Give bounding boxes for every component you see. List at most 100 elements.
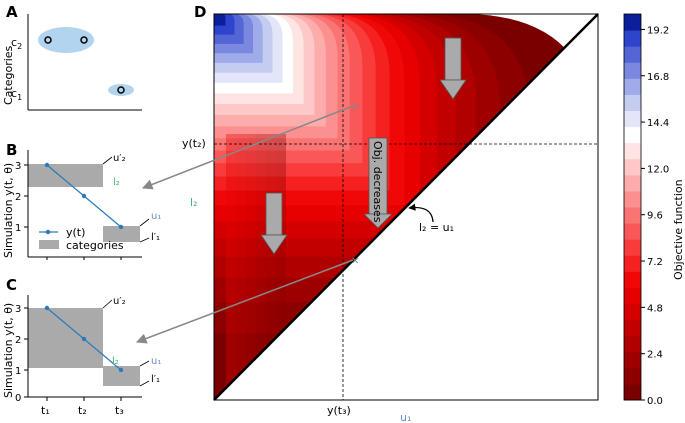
panel-c-u1: u₁: [151, 356, 161, 367]
down-arrow-right: [439, 37, 467, 100]
colorbar-tick-label: 4.8: [647, 303, 663, 314]
panel-b-point-t2: [81, 193, 87, 199]
diagonal-label: l₂ = u₁: [419, 221, 454, 234]
category-2-point-2: [80, 36, 88, 44]
category-1-band: [103, 226, 140, 242]
panel-c-ytick-3: 3: [15, 304, 21, 315]
colorbar: 19.2 16.8 14.4 12.0 9.6 7.2 4.8 2.4 0.0 Objectiv…: [623, 13, 685, 407]
category-2-band-c: [28, 308, 103, 368]
legend-patch-swatch: [39, 240, 59, 249]
panel-b-legend: y(t) categories: [39, 226, 124, 252]
colorbar-band: [624, 351, 641, 369]
colorbar-tick-label: 7.2: [647, 257, 663, 268]
colorbar-band: [624, 110, 641, 128]
legend-line-label: y(t): [66, 226, 85, 239]
panel-c-u2prime: u′₂: [113, 296, 126, 307]
colorbar-band: [624, 271, 641, 288]
colorbar-band: [624, 190, 641, 208]
colorbar-band: [624, 207, 641, 224]
colorbar-band: [624, 78, 641, 95]
panel-c: 0 1 2 3 t₁ t₂ t₃ u′₂ l₂ u₁ l′₁ Simulatio…: [2, 295, 161, 417]
colorbar-tick-label: 14.4: [647, 118, 669, 129]
category-2-label: c2: [11, 36, 22, 51]
colorbar-band: [624, 383, 641, 401]
colorbar-band: [624, 142, 641, 160]
diagonal-line: [213, 13, 599, 401]
panel-c-xtick-t2: t₂: [78, 404, 87, 417]
legend-patch-label: categories: [66, 239, 124, 252]
heatmap-stripe: [256, 134, 266, 400]
colorbar-band: [624, 30, 641, 47]
panel-c-ytick-0: 0: [15, 393, 21, 404]
colorbar-frame: [623, 13, 642, 401]
colorbar-band: [624, 303, 641, 321]
heatmap-stripe: [236, 134, 246, 400]
heatmap-stripe: [266, 134, 276, 400]
panel-letter-a: A: [6, 3, 18, 21]
yt3-label: y(t₃): [327, 404, 351, 417]
panel-b-ytick-1: 1: [15, 223, 21, 234]
panel-b-point-t3: [118, 224, 124, 230]
colorbar-band: [624, 223, 641, 240]
panel-letter-d: D: [194, 3, 206, 21]
diagonal-label-pointer: [408, 203, 434, 223]
colorbar-tick-label: 0.0: [647, 396, 663, 407]
colorbar-tick-label: 2.4: [647, 350, 663, 361]
colorbar-tick-label: 16.8: [647, 72, 669, 83]
panel-c-xtick-t1: t₁: [41, 404, 50, 417]
heatmap-stripe: [276, 134, 286, 400]
category-1-ellipse: [108, 84, 134, 96]
panel-b-ylabel: Simulation y(t, θ): [2, 163, 15, 258]
colorbar-tick-label: 12.0: [647, 164, 669, 175]
colorbar-band: [624, 239, 641, 256]
colorbar-band: [624, 14, 641, 31]
category-2-band: [28, 164, 103, 187]
yt2-label: y(t₂): [182, 137, 206, 150]
category-2-point-1: [44, 36, 52, 44]
colorbar-tick-label: 19.2: [647, 25, 669, 36]
colorbar-band: [624, 126, 641, 144]
panel-letter-b: B: [6, 141, 17, 159]
panel-a-ylabel: Categories: [2, 45, 15, 105]
colorbar-band: [624, 255, 641, 272]
u1-axis-label: u₁: [400, 411, 411, 423]
panel-b-u2prime: u′₂: [113, 153, 126, 164]
colorbar-band: [624, 367, 641, 385]
obj-decreases-arrow: Obj. decreases: [363, 137, 393, 229]
marker-bottom: ✕: [351, 256, 359, 267]
panel-d-frame: [213, 13, 599, 401]
connector-arrow-b: [142, 105, 354, 190]
panel-b-u1: u₁: [151, 211, 161, 222]
panel-c-l2: l₂: [112, 356, 119, 367]
panel-c-point-t1: [44, 305, 50, 311]
panel-c-point-t3: [118, 367, 124, 373]
category-1-label: c1: [11, 87, 22, 102]
heatmap-band: [214, 14, 226, 26]
panel-b: 1 2 3 u′₂ l₂ u₁ l′₁ y(t) categories Simu…: [2, 150, 161, 260]
panel-c-ytick-1: 1: [15, 366, 21, 377]
panel-c-xtick-t3: t₃: [115, 404, 124, 417]
l2-axis-label: l₂: [190, 196, 197, 209]
panel-b-l1prime: l′₁: [151, 232, 160, 243]
panel-c-point-t2: [81, 336, 87, 342]
colorbar-band: [624, 62, 641, 79]
category-2-ellipse: [38, 27, 94, 53]
colorbar-band: [624, 94, 641, 111]
colorbar-band: [624, 319, 641, 337]
panel-d: Obj. decreases ✕ ✕ l₂ = u₁ y(t₂) y(t₃) l…: [136, 13, 599, 423]
marker-top: ✕: [351, 102, 359, 113]
colorbar-label: Objective function: [672, 179, 685, 280]
colorbar-band: [624, 335, 641, 353]
panel-c-ylabel: Simulation y(t, θ): [2, 303, 15, 398]
down-arrow-left: [260, 192, 288, 255]
colorbar-band: [624, 158, 641, 176]
panel-a: c2 c1 Categories: [2, 14, 142, 111]
connector-arrow-c: [136, 259, 354, 344]
heatmap-stripe: [246, 134, 256, 400]
panel-c-ytick-2: 2: [15, 335, 21, 346]
colorbar-band: [624, 46, 641, 63]
panel-b-ytick-2: 2: [15, 192, 21, 203]
colorbar-bands: [624, 14, 641, 401]
colorbar-band: [624, 287, 641, 304]
